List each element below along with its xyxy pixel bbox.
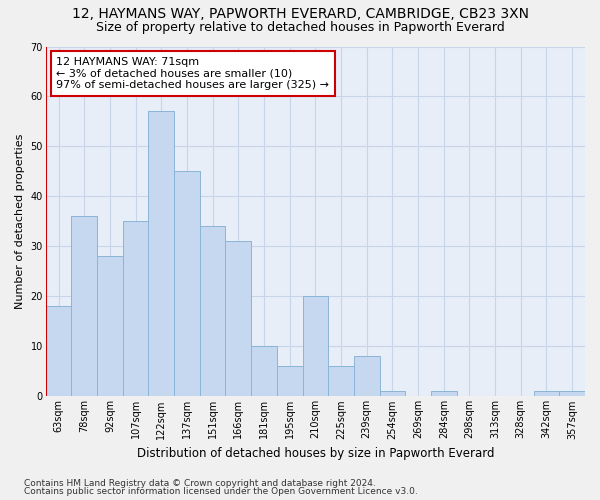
Y-axis label: Number of detached properties: Number of detached properties — [15, 134, 25, 309]
Text: 12 HAYMANS WAY: 71sqm
← 3% of detached houses are smaller (10)
97% of semi-detac: 12 HAYMANS WAY: 71sqm ← 3% of detached h… — [56, 57, 329, 90]
Text: Size of property relative to detached houses in Papworth Everard: Size of property relative to detached ho… — [95, 21, 505, 34]
Bar — [251, 346, 277, 397]
Bar — [97, 256, 123, 396]
Bar — [380, 392, 405, 396]
Text: Contains HM Land Registry data © Crown copyright and database right 2024.: Contains HM Land Registry data © Crown c… — [24, 478, 376, 488]
Bar — [46, 306, 71, 396]
Bar — [277, 366, 302, 396]
Bar — [431, 392, 457, 396]
Bar — [226, 242, 251, 396]
Bar — [71, 216, 97, 396]
X-axis label: Distribution of detached houses by size in Papworth Everard: Distribution of detached houses by size … — [137, 447, 494, 460]
Bar — [302, 296, 328, 396]
Bar — [123, 222, 148, 396]
Bar — [354, 356, 380, 397]
Text: 12, HAYMANS WAY, PAPWORTH EVERARD, CAMBRIDGE, CB23 3XN: 12, HAYMANS WAY, PAPWORTH EVERARD, CAMBR… — [71, 8, 529, 22]
Bar — [559, 392, 585, 396]
Bar — [174, 172, 200, 396]
Bar — [328, 366, 354, 396]
Bar — [148, 112, 174, 397]
Bar — [533, 392, 559, 396]
Text: Contains public sector information licensed under the Open Government Licence v3: Contains public sector information licen… — [24, 487, 418, 496]
Bar — [200, 226, 226, 396]
